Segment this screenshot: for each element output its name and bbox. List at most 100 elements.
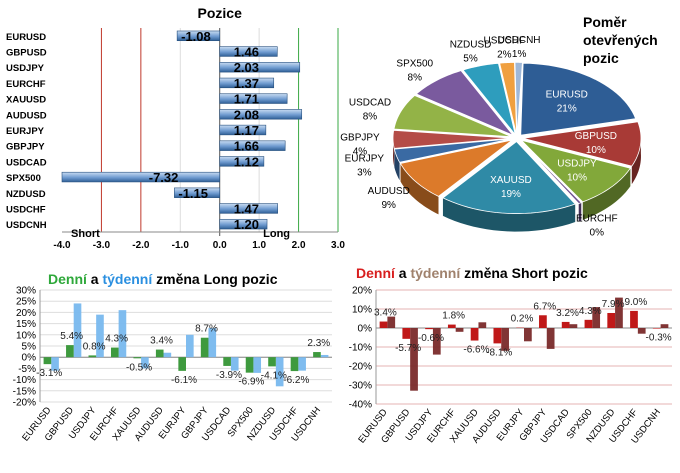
pie-label-eurusd: EURUSD xyxy=(546,89,588,100)
short-weekly-bar-eurchf xyxy=(456,328,464,332)
long-daily-bar-audusd xyxy=(156,350,164,358)
pie-label-usdcad: USDCAD xyxy=(349,97,391,108)
long-data-label-eurusd: -3.1% xyxy=(36,368,62,379)
pie-label-audusd: AUDUSD xyxy=(368,186,410,197)
long-change-title: Denní a týdenní změna Long pozic xyxy=(48,271,278,287)
category-label-eurusd: EURUSD xyxy=(6,32,46,43)
long-change-panel: Denní a týdenní změna Long pozic 30%25% 2… xyxy=(0,262,340,468)
long-daily-bar-xauusd xyxy=(133,357,141,358)
long-data-label-audusd: 3.4% xyxy=(150,336,173,347)
short-daily-bar-usdjpy xyxy=(425,328,433,329)
position-value-nzdusd: -1.15 xyxy=(178,186,208,201)
long-daily-bar-usdcnh xyxy=(313,352,321,357)
long-y-tick-1: 25% xyxy=(16,297,36,308)
short-title-rest: změna Short pozic xyxy=(460,265,588,281)
long-y-tick-5: 5% xyxy=(22,342,37,353)
short-weekly-bar-gbpjpy xyxy=(547,328,555,349)
short-daily-bar-usdcnh xyxy=(653,328,661,329)
short-daily-bar-spx500 xyxy=(585,320,593,328)
pie-value-eurusd: 21% xyxy=(557,103,577,114)
short-data-label-nzdusd: 7.9% xyxy=(602,299,625,310)
pie-value-nzdusd: 5% xyxy=(463,54,478,65)
category-label-xauusd: XAUUSD xyxy=(6,95,46,106)
short-daily-bar-gbpjpy xyxy=(539,315,547,328)
long-daily-bar-gbpusd xyxy=(66,345,74,357)
long-label: Long xyxy=(263,228,290,240)
pie-value-eurchf: 0% xyxy=(590,227,605,238)
short-change-chart: Denní a týdenní změna Short pozic 20% 10%… xyxy=(340,262,680,468)
long-title-daily: Denní xyxy=(48,271,88,287)
pie-value-usdjpy: 10% xyxy=(567,172,587,183)
short-data-label-usdcad: 3.2% xyxy=(556,308,579,319)
long-data-label-eurchf: 4.3% xyxy=(105,334,128,345)
long-data-label-usdcnh: 2.3% xyxy=(307,338,330,349)
long-y-tick-0: 30% xyxy=(16,286,36,297)
short-y-tick-6: -40% xyxy=(349,400,372,411)
short-weekly-bar-eurjpy xyxy=(524,328,532,341)
pie-value-audusd: 9% xyxy=(381,200,396,211)
category-label-eurjpy: EURJPY xyxy=(6,126,45,137)
position-value-gbpusd: 1.46 xyxy=(234,45,259,60)
pie-title-line1: Poměr xyxy=(583,14,627,30)
category-label-spx500: SPX500 xyxy=(6,173,41,184)
position-value-eurchf: 1.37 xyxy=(234,76,259,91)
category-label-nzdusd: NZDUSD xyxy=(6,189,46,200)
x-tick-2: -2.0 xyxy=(132,240,150,251)
long-title-rest: změna Long pozic xyxy=(152,271,277,287)
long-y-tick-8: -10% xyxy=(13,375,36,386)
short-change-title: Denní a týdenní změna Short pozic xyxy=(356,265,588,281)
short-weekly-bar-usdcnh xyxy=(661,324,669,328)
position-value-xauusd: 1.71 xyxy=(234,92,259,107)
short-daily-bar-eurchf xyxy=(448,325,456,328)
short-daily-bar-audusd xyxy=(493,328,501,343)
short-y-tick-1: 10% xyxy=(352,305,372,316)
x-tick-5: 1.0 xyxy=(252,240,266,251)
ratio-pie-chart: Poměr otevřených pozic EURUSD21%GBPUSD10… xyxy=(340,0,680,260)
category-label-gbpjpy: GBPJPY xyxy=(6,142,45,153)
pie-value-usdcad: 8% xyxy=(363,111,378,122)
position-value-usdjpy: 2.03 xyxy=(234,60,259,75)
short-daily-bar-xauusd xyxy=(471,328,479,341)
x-tick-4: 0.0 xyxy=(213,240,227,251)
x-tick-6: 2.0 xyxy=(292,240,306,251)
category-label-usdcad: USDCAD xyxy=(6,157,47,168)
position-bar-usdjpy xyxy=(220,62,300,72)
long-y-tick-9: -15% xyxy=(13,386,36,397)
category-label-usdcnh: USDCNH xyxy=(6,220,47,231)
position-value-gbpjpy: 1.66 xyxy=(234,139,259,154)
short-weekly-bar-usdchf xyxy=(638,328,646,334)
long-daily-bar-nzdusd xyxy=(268,357,276,366)
position-value-audusd: 2.08 xyxy=(234,107,259,122)
short-weekly-bar-xauusd xyxy=(478,322,486,328)
short-data-label-usdcnh: -0.3% xyxy=(646,333,672,344)
short-data-label-usdchf: 9.0% xyxy=(624,297,647,308)
long-y-tick-4: 10% xyxy=(16,330,36,341)
short-daily-bar-nzdusd xyxy=(607,313,615,328)
long-daily-bar-gbpjpy xyxy=(201,338,209,357)
long-daily-bar-usdchf xyxy=(291,357,299,371)
long-title-and: a xyxy=(87,271,103,287)
pie-label-usdjpy: USDJPY xyxy=(557,158,597,169)
pie-value-eurjpy: 3% xyxy=(357,168,372,179)
position-value-eurjpy: 1.17 xyxy=(234,123,259,138)
short-label: Short xyxy=(71,228,100,240)
position-value-eurusd: -1.08 xyxy=(181,29,211,44)
long-data-label-xauusd: -0.5% xyxy=(126,362,152,373)
pie-label-gbpusd: GBPUSD xyxy=(575,131,617,142)
category-label-usdchf: USDCHF xyxy=(6,204,46,215)
long-daily-bar-usdjpy xyxy=(89,355,97,357)
short-weekly-bar-usdcad xyxy=(570,324,578,328)
position-value-usdcad: 1.12 xyxy=(234,154,259,169)
short-weekly-bar-gbpusd xyxy=(410,328,418,391)
short-y-tick-0: 20% xyxy=(352,286,372,297)
short-y-tick-4: -20% xyxy=(349,362,372,373)
long-daily-bar-eurchf xyxy=(111,348,119,358)
short-title-daily: Denní xyxy=(356,265,396,281)
position-value-usdchf: 1.47 xyxy=(234,201,259,216)
short-daily-bar-gbpusd xyxy=(402,328,410,339)
short-change-panel: Denní a týdenní změna Short pozic 20% 10%… xyxy=(340,262,680,468)
position-bar-spx500 xyxy=(62,172,220,182)
